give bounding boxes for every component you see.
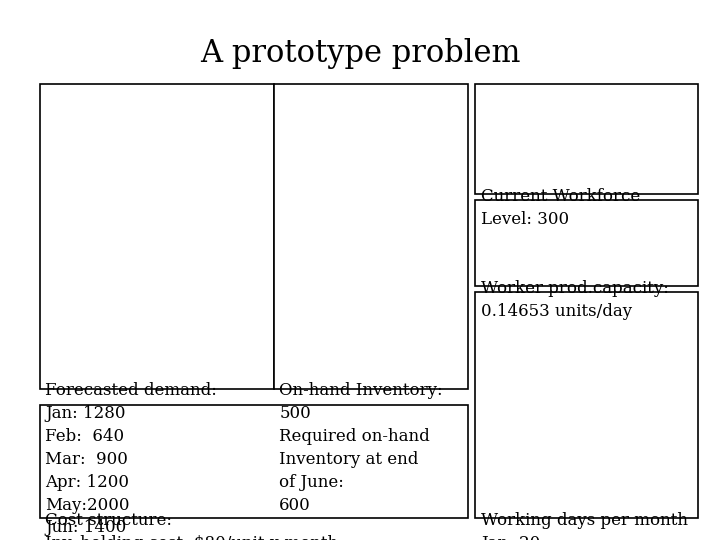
Text: Working days per month
Jan: 20
Feb: 24
Mar: 18
Apr: 26
May: 22
Jun: 15: Working days per month Jan: 20 Feb: 24 M… xyxy=(481,512,688,540)
Text: Current Workforce
Level: 300: Current Workforce Level: 300 xyxy=(481,188,640,228)
FancyBboxPatch shape xyxy=(475,84,698,194)
FancyBboxPatch shape xyxy=(274,84,468,389)
FancyBboxPatch shape xyxy=(475,292,698,518)
FancyBboxPatch shape xyxy=(40,405,468,518)
FancyBboxPatch shape xyxy=(475,200,698,286)
Text: Cost structure:
Inv. holding cost: $80/unit x month
Hiring cost: $500/worker
Fir: Cost structure: Inv. holding cost: $80/u… xyxy=(45,512,338,540)
FancyBboxPatch shape xyxy=(40,84,274,389)
Text: A prototype problem: A prototype problem xyxy=(199,38,521,69)
Text: On-hand Inventory:
500
Required on-hand
Inventory at end
of June:
600: On-hand Inventory: 500 Required on-hand … xyxy=(279,382,443,514)
Text: Forecasted demand:
Jan: 1280
Feb:  640
Mar:  900
Apr: 1200
May:2000
Jun: 1400: Forecasted demand: Jan: 1280 Feb: 640 Ma… xyxy=(45,382,217,536)
Text: Worker prod.capacity:
0.14653 units/day: Worker prod.capacity: 0.14653 units/day xyxy=(481,280,669,320)
